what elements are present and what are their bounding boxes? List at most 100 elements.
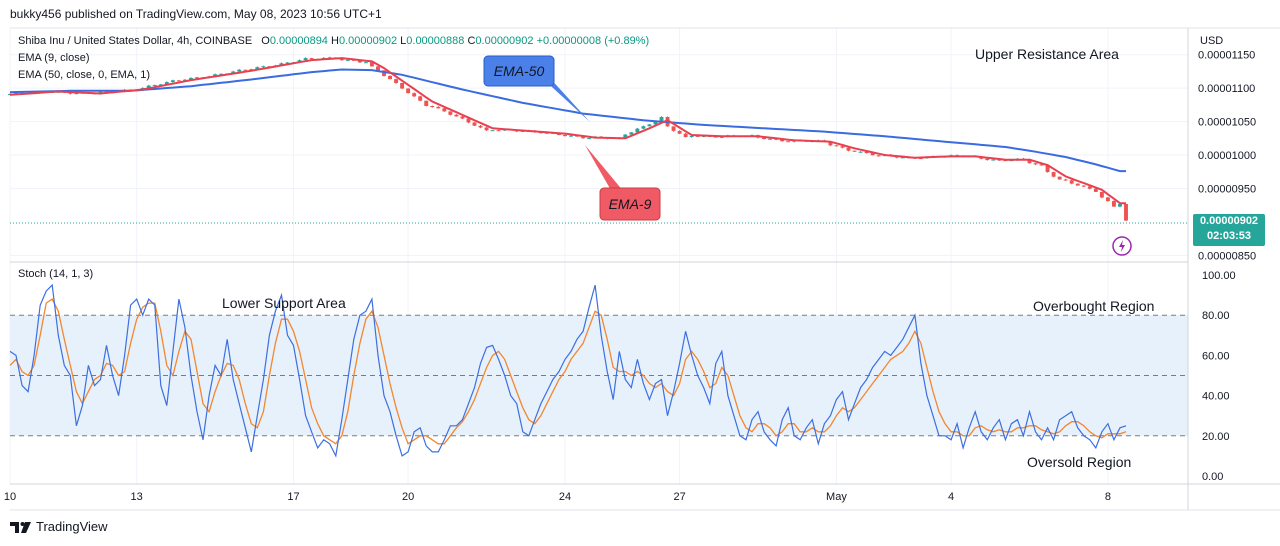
candle-body <box>780 139 785 142</box>
lightning-icon[interactable] <box>1112 236 1132 256</box>
candle-body <box>68 92 73 94</box>
candle-body <box>243 69 248 71</box>
candle-body <box>991 159 996 161</box>
candle-body <box>1075 183 1080 186</box>
candle-body <box>1027 159 1032 164</box>
candle-body <box>394 79 399 83</box>
price-axis-ticks: 0.00001150 0.00001100 0.00001050 0.00001000… <box>1198 50 1256 263</box>
candle-body <box>1081 185 1086 187</box>
candle-body <box>195 77 199 79</box>
candle-body <box>189 78 193 80</box>
candle-body <box>828 141 833 146</box>
candle-body <box>683 133 688 137</box>
candle-body <box>430 106 435 108</box>
candle-body <box>1045 165 1050 173</box>
candle-body <box>1124 204 1128 221</box>
candle-body <box>1093 188 1098 192</box>
candle-body <box>840 146 845 148</box>
candle-body <box>864 151 869 154</box>
candle-body <box>490 130 495 132</box>
candle-body <box>918 158 923 160</box>
ema50-legend[interactable]: EMA (50, close, 0, EMA, 1) <box>18 69 151 81</box>
published-info: bukky456 published on TradingView.com, M… <box>10 7 382 21</box>
candle-body <box>689 135 694 137</box>
candle-body <box>170 80 175 83</box>
time-tick-label: 8 <box>1105 491 1111 503</box>
candle-body <box>762 137 767 140</box>
candle-body <box>339 58 344 61</box>
candle-body <box>659 117 664 121</box>
candle-body <box>641 126 646 129</box>
stoch-legend[interactable]: Stoch (14, 1, 3) <box>18 268 94 280</box>
ema9-line <box>9 57 1126 205</box>
time-tick-label: 10 <box>4 491 16 503</box>
stoch-tick-label: 60.00 <box>1202 350 1230 362</box>
candle-body <box>484 127 489 131</box>
candle-body <box>14 92 18 95</box>
candle-body <box>900 157 905 159</box>
stoch-axis-ticks: 100.00 80.00 60.00 40.00 20.00 0.00 <box>1202 270 1236 483</box>
candle-body <box>623 134 628 138</box>
candle-body <box>876 155 881 157</box>
price-tick-label: 0.00000950 <box>1198 183 1256 195</box>
candle-body <box>846 147 851 151</box>
candle-body <box>424 100 429 107</box>
price-tick-label: 0.00000850 <box>1198 250 1256 262</box>
candle-body <box>671 126 676 131</box>
candle-body <box>1057 176 1062 180</box>
candle-body <box>309 58 314 60</box>
grid <box>9 28 1188 484</box>
candle-body <box>369 62 374 67</box>
candle-body <box>695 135 700 137</box>
price-tick-label: 0.00001000 <box>1198 150 1256 162</box>
candle-body <box>460 116 465 119</box>
stoch-tick-label: 80.00 <box>1202 310 1230 322</box>
stoch-d-line <box>9 298 1127 445</box>
candles <box>8 56 1128 222</box>
candle-body <box>563 134 567 137</box>
time-axis-ticks: 10 13 17 20 24 27 May 4 8 <box>4 491 1111 503</box>
time-tick-label: 4 <box>948 491 954 503</box>
candle-body <box>285 62 290 64</box>
bar-countdown: 02:03:53 <box>1206 230 1252 242</box>
candle-body <box>152 84 157 86</box>
candle-body <box>279 63 284 66</box>
candle-body <box>858 151 863 153</box>
overbought-label: Overbought Region <box>1033 298 1154 314</box>
ema9-legend[interactable]: EMA (9, close) <box>18 52 90 64</box>
candle-body <box>345 59 350 61</box>
candle-body <box>1087 186 1092 189</box>
ema50-line <box>9 68 1126 173</box>
ohlc-low-label: L <box>400 35 407 47</box>
candle-body <box>1118 204 1122 207</box>
ohlc-close-label: C <box>467 35 476 47</box>
candle-body <box>442 108 447 112</box>
time-tick-label: 27 <box>673 491 685 503</box>
ema50-callout-pointer <box>540 76 590 122</box>
symbol-title: Shiba Inu / United States Dollar, 4h, CO… <box>18 35 253 47</box>
ohlc-high-label: H <box>331 35 339 47</box>
stoch-tick-label: 100.00 <box>1202 270 1236 282</box>
lower-support-label: Lower Support Area <box>222 295 346 311</box>
tradingview-brand-text: TradingView <box>36 519 108 534</box>
price-tick-label: 0.00001100 <box>1198 83 1255 95</box>
time-tick-label: 20 <box>402 491 414 503</box>
stoch-k-line <box>9 283 1127 458</box>
candle-body <box>382 70 386 76</box>
candle-body <box>1111 201 1116 207</box>
candle-body <box>357 60 362 63</box>
candle-body <box>985 158 990 161</box>
candle-body <box>870 153 875 156</box>
symbol-legend[interactable]: Shiba Inu / United States Dollar, 4h, CO… <box>18 35 649 47</box>
candle-body <box>448 111 453 115</box>
ema50-callout-label: EMA-50 <box>494 63 545 79</box>
candle-body <box>158 84 163 86</box>
time-tick-label: 24 <box>559 491 571 503</box>
candle-body <box>677 130 682 134</box>
candle-body <box>255 67 260 70</box>
tradingview-brand[interactable]: TradingView <box>10 519 108 534</box>
upper-resistance-label: Upper Resistance Area <box>975 46 1119 62</box>
candle-body <box>303 58 308 61</box>
candle-body <box>237 69 242 72</box>
